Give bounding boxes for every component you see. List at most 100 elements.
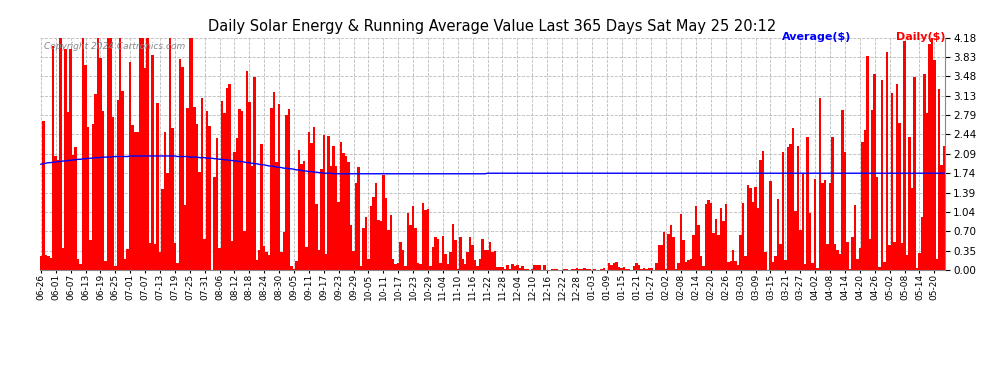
Bar [489, 242, 491, 270]
Bar [333, 146, 335, 270]
Bar [354, 183, 357, 270]
Bar [471, 244, 474, 270]
Bar [563, 269, 565, 270]
Bar [405, 266, 407, 270]
Bar [412, 206, 415, 270]
Bar [799, 230, 802, 270]
Bar [127, 249, 129, 270]
Bar [717, 235, 720, 270]
Bar [746, 185, 749, 270]
Bar [151, 55, 153, 270]
Bar [92, 124, 94, 270]
Bar [883, 262, 886, 270]
Text: Daily($): Daily($) [896, 32, 945, 42]
Bar [496, 267, 499, 270]
Bar [491, 252, 494, 270]
Bar [565, 269, 568, 270]
Bar [163, 132, 166, 270]
Bar [64, 49, 67, 270]
Bar [224, 113, 226, 270]
Bar [420, 264, 422, 270]
Bar [315, 204, 318, 270]
Bar [911, 188, 913, 270]
Bar [117, 100, 119, 270]
Bar [45, 255, 48, 270]
Bar [881, 80, 883, 270]
Bar [761, 151, 764, 270]
Bar [122, 91, 124, 270]
Bar [531, 269, 534, 270]
Bar [124, 259, 127, 270]
Bar [218, 248, 221, 270]
Bar [399, 242, 402, 270]
Bar [772, 262, 774, 270]
Bar [834, 244, 837, 270]
Bar [928, 44, 931, 270]
Bar [142, 38, 144, 270]
Bar [705, 204, 707, 270]
Bar [586, 269, 588, 270]
Bar [394, 264, 397, 270]
Bar [369, 206, 372, 270]
Bar [710, 204, 712, 270]
Bar [206, 111, 208, 270]
Bar [822, 183, 824, 270]
Bar [476, 266, 479, 270]
Bar [129, 62, 132, 270]
Bar [727, 262, 730, 270]
Bar [402, 250, 405, 270]
Bar [231, 241, 234, 270]
Bar [318, 250, 320, 270]
Bar [359, 266, 362, 270]
Bar [59, 38, 62, 270]
Bar [819, 98, 822, 270]
Bar [97, 38, 99, 270]
Bar [114, 266, 117, 270]
Bar [861, 142, 863, 270]
Bar [176, 263, 178, 270]
Bar [449, 252, 451, 270]
Bar [913, 77, 916, 270]
Bar [871, 110, 873, 270]
Bar [340, 142, 343, 270]
Bar [183, 205, 186, 270]
Bar [250, 166, 253, 270]
Bar [777, 200, 779, 270]
Bar [618, 267, 621, 270]
Bar [837, 250, 839, 270]
Bar [62, 248, 64, 270]
Bar [300, 164, 303, 270]
Bar [328, 136, 330, 270]
Bar [626, 269, 628, 270]
Bar [435, 237, 437, 270]
Bar [863, 130, 866, 270]
Bar [479, 259, 481, 270]
Bar [226, 88, 229, 270]
Bar [410, 225, 412, 270]
Bar [682, 240, 685, 270]
Bar [749, 189, 751, 270]
Bar [534, 265, 536, 270]
Bar [868, 238, 871, 270]
Bar [575, 268, 578, 270]
Bar [740, 235, 742, 270]
Bar [730, 261, 732, 270]
Bar [700, 256, 702, 270]
Bar [241, 111, 244, 270]
Bar [461, 259, 464, 270]
Bar [454, 240, 456, 270]
Bar [148, 243, 151, 270]
Bar [494, 251, 496, 270]
Bar [374, 183, 377, 270]
Bar [853, 205, 856, 270]
Bar [213, 177, 216, 270]
Bar [807, 137, 809, 270]
Bar [343, 153, 345, 270]
Bar [735, 261, 737, 270]
Bar [132, 124, 134, 270]
Bar [94, 94, 97, 270]
Bar [722, 221, 725, 270]
Bar [817, 268, 819, 270]
Bar [442, 236, 445, 270]
Bar [774, 256, 777, 270]
